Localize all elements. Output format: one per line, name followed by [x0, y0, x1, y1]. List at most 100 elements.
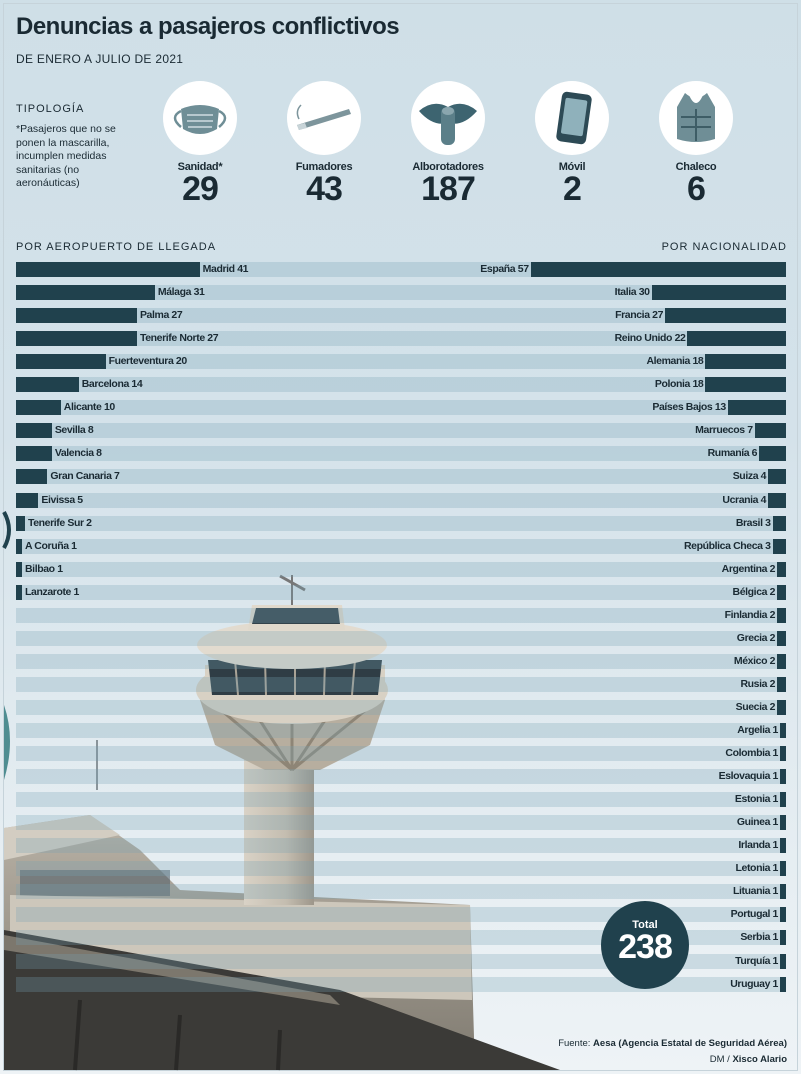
nationality-bar	[780, 792, 786, 807]
nationality-bar-label: Argelia 1	[737, 724, 778, 736]
category-alborotadores: Alborotadores 187	[398, 81, 498, 208]
airport-section-title: POR AEROPUERTO DE LLEGADA	[16, 241, 217, 253]
row-stripe	[16, 539, 786, 554]
nationality-bar	[780, 769, 786, 784]
airport-bar-label: Sevilla 8	[54, 424, 94, 436]
row-stripe	[16, 562, 786, 577]
row-stripe	[16, 723, 786, 738]
nationality-bar	[754, 423, 786, 438]
nationality-bar	[772, 516, 786, 531]
airport-bar-label: Palma 27	[139, 309, 183, 321]
credit-prefix: DM /	[709, 1054, 730, 1065]
row-stripe	[16, 700, 786, 715]
row-stripe	[16, 469, 786, 484]
row-stripe	[16, 654, 786, 669]
nationality-bar	[768, 469, 786, 484]
airport-bar	[16, 423, 52, 438]
nationality-bar-label: Guinea 1	[736, 816, 779, 828]
airport-bar	[16, 331, 137, 346]
airport-bar-label: Gran Canaria 7	[50, 470, 120, 482]
category-value: 2	[563, 170, 582, 208]
total-value: 238	[618, 928, 673, 966]
page-subtitle: DE ENERO A JULIO DE 2021	[16, 52, 184, 66]
airport-bar-label: Málaga 31	[157, 286, 205, 298]
nationality-bar	[780, 723, 786, 738]
nationality-bar-label: Portugal 1	[730, 908, 779, 920]
tipologia-heading: TIPOLOGÍA	[16, 103, 85, 115]
nationality-bar-label: Suiza 4	[732, 470, 767, 482]
row-stripe	[16, 769, 786, 784]
nationality-bar	[780, 954, 786, 969]
nationality-bar-label: Letonia 1	[735, 862, 779, 874]
page-title: Denuncias a pasajeros conflictivos	[16, 13, 400, 40]
nationality-bar-label: Argentina 2	[721, 563, 776, 575]
total-badge: Total 238	[601, 901, 689, 989]
airport-bar	[16, 285, 155, 300]
nationality-bar-label: Finlandia 2	[724, 609, 776, 621]
airport-bar	[16, 354, 106, 369]
nationality-bar-label: Alemania 18	[646, 355, 704, 367]
row-stripe	[16, 446, 786, 461]
nationality-bar-label: Italia 30	[614, 286, 650, 298]
nationality-bar	[772, 539, 786, 554]
credit-text: Xisco Alario	[732, 1054, 787, 1065]
tipologia-note: *Pasajeros que no se ponen la mascarilla…	[16, 123, 116, 189]
category-movil: Móvil 2	[522, 81, 622, 208]
airport-bar-label: A Coruña 1	[25, 540, 77, 552]
airport-bar-label: Madrid 41	[202, 263, 249, 275]
airport-bar	[16, 539, 22, 554]
airport-bar	[16, 377, 79, 392]
nationality-section-title: POR NACIONALIDAD	[661, 241, 787, 253]
row-stripe	[16, 930, 786, 945]
nationality-bar-label: Grecia 2	[736, 632, 776, 644]
nationality-bar-label: República Checa 3	[683, 540, 771, 552]
total-label: Total	[632, 919, 658, 931]
airport-bar-label: Bilbao 1	[25, 563, 63, 575]
row-stripe	[16, 308, 786, 323]
row-stripe	[16, 631, 786, 646]
nationality-bar-label: Países Bajos 13	[652, 401, 726, 413]
row-stripe	[16, 746, 786, 761]
airport-bar-label: Barcelona 14	[81, 378, 143, 390]
airport-bar	[16, 493, 39, 508]
credit-line: DM / Xisco Alario	[558, 1052, 787, 1068]
nationality-bar	[777, 608, 786, 623]
nationality-bar-label: Brasil 3	[735, 517, 771, 529]
row-stripe	[16, 815, 786, 830]
nationality-bar-label: Bélgica 2	[732, 586, 776, 598]
nationality-bar	[777, 631, 786, 646]
source-text: Aesa (Agencia Estatal de Seguridad Aérea…	[593, 1038, 787, 1049]
airport-bar-label: Alicante 10	[63, 401, 115, 413]
airport-bar	[16, 516, 25, 531]
nationality-bar-label: Estonia 1	[734, 793, 778, 805]
category-label: Alborotadores	[412, 161, 484, 173]
row-stripe	[16, 907, 786, 922]
nationality-bar-label: Eslovaquia 1	[718, 770, 779, 782]
phone-icon	[556, 91, 592, 145]
category-value: 187	[421, 170, 476, 208]
nationality-bar-label: Polonia 18	[654, 378, 704, 390]
row-stripe	[16, 354, 786, 369]
category-chaleco: Chaleco 6	[646, 81, 746, 206]
nationality-bar-label: México 2	[733, 655, 776, 667]
nationality-bar	[530, 262, 786, 277]
airport-bar-label: Lanzarote 1	[25, 586, 79, 598]
nationality-bar-label: Suecia 2	[735, 701, 776, 713]
nationality-bar	[777, 654, 786, 669]
source-credit: Fuente: Aesa (Agencia Estatal de Segurid…	[558, 1036, 787, 1068]
row-stripe	[16, 677, 786, 692]
row-stripe	[16, 331, 786, 346]
row-stripe	[16, 608, 786, 623]
source-prefix: Fuente:	[558, 1038, 591, 1049]
nationality-bar	[780, 861, 786, 876]
nationality-bar-label: Rumanía 6	[707, 447, 758, 459]
airport-bar-label: Fuerteventura 20	[108, 355, 188, 367]
nationality-bar	[780, 838, 786, 853]
row-stripe	[16, 377, 786, 392]
infographic-frame	[3, 3, 798, 1071]
nationality-bar	[777, 585, 786, 600]
nationality-bar	[777, 562, 786, 577]
nationality-bar-label: Francia 27	[615, 309, 664, 321]
airport-bar-label: Tenerife Norte 27	[139, 332, 219, 344]
